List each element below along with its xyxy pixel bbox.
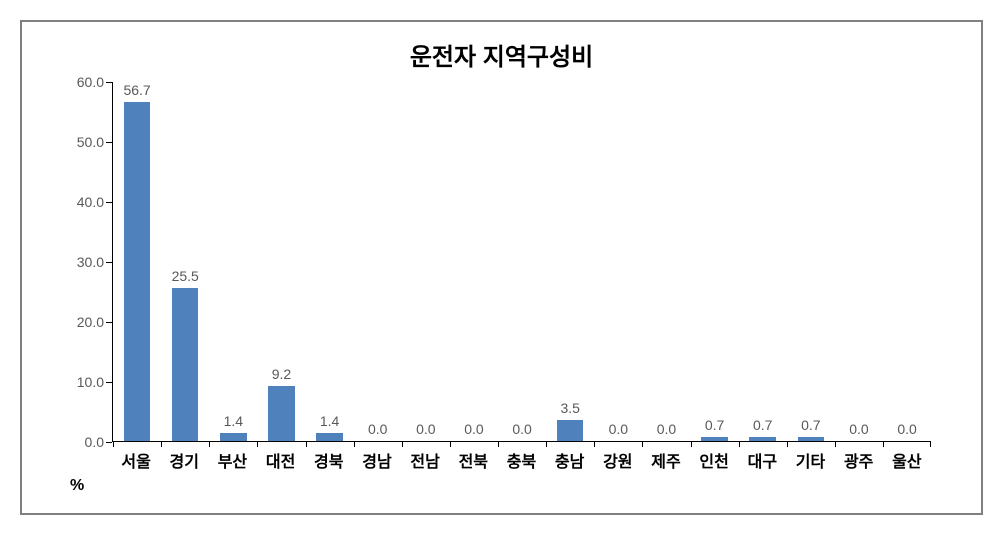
unit-label: % <box>70 477 84 495</box>
bar-slot: 3.5 <box>546 82 594 441</box>
bar-value-label: 0.0 <box>849 421 868 437</box>
bar-value-label: 0.0 <box>657 421 676 437</box>
bar-value-label: 0.7 <box>753 417 772 433</box>
bar-slot: 0.7 <box>787 82 835 441</box>
bar-slot: 1.4 <box>306 82 354 441</box>
bar-value-label: 0.0 <box>464 421 483 437</box>
x-tick-mark <box>306 441 307 447</box>
x-axis-label: 충북 <box>497 448 545 472</box>
x-axis-labels: 서울경기부산대전경북경남전남전북충북충남강원제주인천대구기타광주울산 <box>112 448 931 472</box>
x-axis-label: 대구 <box>738 448 786 472</box>
x-tick-mark <box>113 441 114 447</box>
bar: 1.4 <box>316 433 342 441</box>
y-axis: 0.010.020.030.040.050.060.0 <box>62 82 112 442</box>
bar: 1.4 <box>220 433 246 441</box>
bar-slot: 0.0 <box>642 82 690 441</box>
x-axis-label: 인천 <box>690 448 738 472</box>
x-tick-mark <box>883 441 884 447</box>
x-axis-label: 충남 <box>546 448 594 472</box>
x-axis-label: 대전 <box>257 448 305 472</box>
bar-slot: 0.7 <box>739 82 787 441</box>
bar-slot: 0.0 <box>835 82 883 441</box>
bar-slot: 0.0 <box>354 82 402 441</box>
y-tick-label: 0.0 <box>85 434 104 450</box>
bar-slot: 9.2 <box>257 82 305 441</box>
bar: 0.7 <box>798 437 824 441</box>
bar-slot: 0.0 <box>402 82 450 441</box>
x-tick-mark <box>402 441 403 447</box>
x-tick-mark <box>450 441 451 447</box>
bar-slot: 0.0 <box>883 82 931 441</box>
bar: 0.7 <box>749 437 775 441</box>
bar-value-label: 0.0 <box>416 421 435 437</box>
bar-value-label: 25.5 <box>172 268 199 284</box>
y-tick-label: 30.0 <box>77 254 104 270</box>
bar-value-label: 1.4 <box>224 413 243 429</box>
x-tick-mark <box>739 441 740 447</box>
bar-value-label: 0.0 <box>368 421 387 437</box>
bar-slot: 25.5 <box>161 82 209 441</box>
bar-value-label: 56.7 <box>123 82 150 98</box>
x-tick-mark <box>161 441 162 447</box>
bar-value-label: 0.0 <box>512 421 531 437</box>
x-tick-mark <box>594 441 595 447</box>
bar: 0.7 <box>701 437 727 441</box>
bar: 56.7 <box>124 102 150 441</box>
bar: 3.5 <box>557 420 583 441</box>
bar-value-label: 3.5 <box>560 400 579 416</box>
x-tick-mark <box>930 441 931 447</box>
x-axis-label: 부산 <box>208 448 256 472</box>
x-tick-mark <box>787 441 788 447</box>
y-tick-label: 10.0 <box>77 374 104 390</box>
bar-slot: 0.7 <box>691 82 739 441</box>
bar-slot: 0.0 <box>498 82 546 441</box>
x-axis-label: 서울 <box>112 448 160 472</box>
y-tick-mark <box>106 442 112 443</box>
plot-area: 0.010.020.030.040.050.060.0 56.725.51.49… <box>112 82 931 442</box>
grid-area: 56.7 25.5 1.4 9.2 1.4 0.0 0.0 0.0 0.0 3.5 0.0 0.0 0.… <box>112 82 931 442</box>
bar-value-label: 0.7 <box>801 417 820 433</box>
x-axis-label: 기타 <box>786 448 834 472</box>
bar: 9.2 <box>268 386 294 441</box>
bar-slot: 0.0 <box>594 82 642 441</box>
bar-slot: 56.7 <box>113 82 161 441</box>
bar-value-label: 9.2 <box>272 366 291 382</box>
bar-value-label: 1.4 <box>320 413 339 429</box>
x-axis-label: 경남 <box>353 448 401 472</box>
bar-value-label: 0.7 <box>705 417 724 433</box>
x-tick-mark <box>691 441 692 447</box>
x-tick-mark <box>835 441 836 447</box>
x-axis-label: 제주 <box>642 448 690 472</box>
bar-value-label: 0.0 <box>897 421 916 437</box>
bar-slot: 1.4 <box>209 82 257 441</box>
chart-title: 운전자 지역구성비 <box>52 37 951 72</box>
bar: 25.5 <box>172 288 198 441</box>
x-axis-label: 경기 <box>160 448 208 472</box>
x-tick-mark <box>257 441 258 447</box>
x-axis-label: 전남 <box>401 448 449 472</box>
bar-value-label: 0.0 <box>609 421 628 437</box>
bars-area: 56.725.51.49.21.40.00.00.00.03.50.00.00.… <box>113 82 931 441</box>
y-tick-label: 40.0 <box>77 194 104 210</box>
y-tick-label: 20.0 <box>77 314 104 330</box>
x-tick-mark <box>642 441 643 447</box>
x-axis-label: 울산 <box>883 448 931 472</box>
x-tick-mark <box>209 441 210 447</box>
y-tick-label: 60.0 <box>77 74 104 90</box>
bar-slot: 0.0 <box>450 82 498 441</box>
x-tick-mark <box>354 441 355 447</box>
x-axis-label: 강원 <box>594 448 642 472</box>
chart-container: 운전자 지역구성비 0.0 10.0 20.0 30.0 40.0 50.0 60.0 56… <box>20 20 983 515</box>
x-axis-label: 광주 <box>835 448 883 472</box>
y-tick-label: 50.0 <box>77 134 104 150</box>
x-axis-label: 경북 <box>305 448 353 472</box>
x-tick-mark <box>546 441 547 447</box>
x-tick-mark <box>498 441 499 447</box>
x-axis-label: 전북 <box>449 448 497 472</box>
